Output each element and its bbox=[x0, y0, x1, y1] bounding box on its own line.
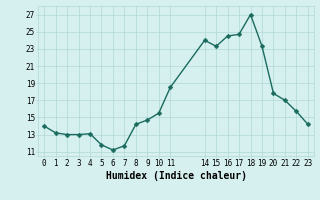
X-axis label: Humidex (Indice chaleur): Humidex (Indice chaleur) bbox=[106, 171, 246, 181]
